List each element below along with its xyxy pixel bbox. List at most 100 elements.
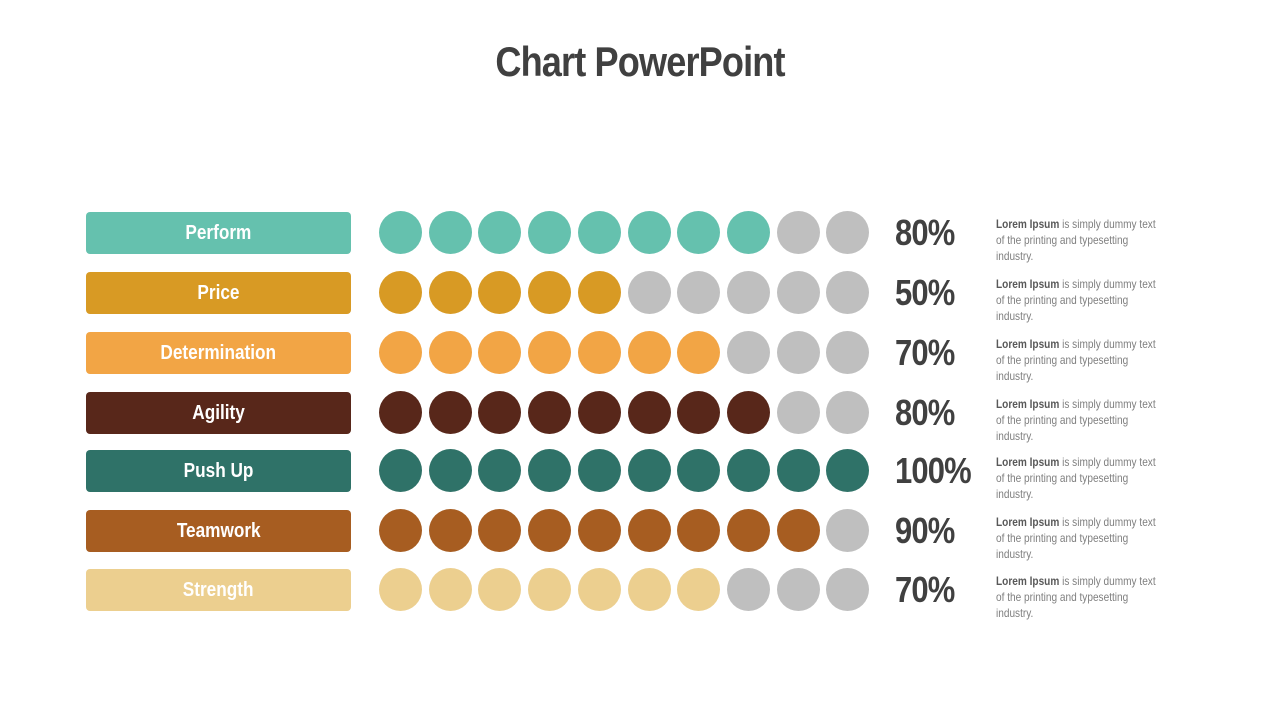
filled-dot bbox=[478, 211, 521, 254]
filled-dot bbox=[578, 449, 621, 492]
chart-row: Push Up 100% Lorem Ipsum is simply dummy t… bbox=[0, 449, 1280, 501]
category-label: Teamwork bbox=[86, 510, 351, 552]
filled-dot bbox=[628, 331, 671, 374]
filled-dot bbox=[727, 509, 770, 552]
description-bold: Lorem Ipsum bbox=[996, 217, 1060, 231]
filled-dot bbox=[528, 509, 571, 552]
category-label-text: Determination bbox=[160, 341, 277, 364]
row-description: Lorem Ipsum is simply dummy text of the … bbox=[996, 336, 1164, 384]
filled-dot bbox=[727, 391, 770, 434]
filled-dot bbox=[578, 331, 621, 374]
filled-dot bbox=[429, 211, 472, 254]
filled-dot bbox=[429, 271, 472, 314]
chart-row: Strength 70% Lorem Ipsum is simply dummy t… bbox=[0, 568, 1280, 620]
description-bold: Lorem Ipsum bbox=[996, 455, 1060, 469]
filled-dot bbox=[677, 449, 720, 492]
category-label: Strength bbox=[86, 569, 351, 611]
dot-group bbox=[379, 449, 871, 493]
description-text: is simply dummy text of the printing and… bbox=[996, 515, 1156, 561]
description-bold: Lorem Ipsum bbox=[996, 574, 1060, 588]
chart-row: Perform 80% Lorem Ipsum is simply dummy te… bbox=[0, 211, 1280, 263]
filled-dot bbox=[379, 568, 422, 611]
empty-dot bbox=[826, 391, 869, 434]
row-description: Lorem Ipsum is simply dummy text of the … bbox=[996, 276, 1164, 324]
filled-dot bbox=[628, 509, 671, 552]
empty-dot bbox=[727, 568, 770, 611]
filled-dot bbox=[528, 331, 571, 374]
category-label-text: Push Up bbox=[183, 459, 254, 482]
dot-group bbox=[379, 271, 871, 315]
description-text: is simply dummy text of the printing and… bbox=[996, 397, 1156, 443]
category-label: Push Up bbox=[86, 450, 351, 492]
filled-dot bbox=[429, 391, 472, 434]
filled-dot bbox=[628, 568, 671, 611]
row-description: Lorem Ipsum is simply dummy text of the … bbox=[996, 216, 1164, 264]
filled-dot bbox=[578, 391, 621, 434]
row-description: Lorem Ipsum is simply dummy text of the … bbox=[996, 454, 1164, 502]
description-bold: Lorem Ipsum bbox=[996, 277, 1060, 291]
percent-value: 80% bbox=[895, 392, 955, 433]
category-label: Price bbox=[86, 272, 351, 314]
percent-value: 90% bbox=[895, 510, 955, 551]
dot-group bbox=[379, 331, 871, 375]
percent-value: 70% bbox=[895, 569, 955, 610]
filled-dot bbox=[578, 568, 621, 611]
empty-dot bbox=[826, 509, 869, 552]
filled-dot bbox=[628, 391, 671, 434]
category-label-text: Price bbox=[197, 281, 240, 304]
filled-dot bbox=[478, 391, 521, 434]
filled-dot bbox=[429, 509, 472, 552]
filled-dot bbox=[429, 331, 472, 374]
filled-dot bbox=[478, 331, 521, 374]
filled-dot bbox=[429, 568, 472, 611]
filled-dot bbox=[429, 449, 472, 492]
empty-dot bbox=[826, 211, 869, 254]
description-text: is simply dummy text of the printing and… bbox=[996, 455, 1156, 501]
empty-dot bbox=[777, 331, 820, 374]
category-label-text: Strength bbox=[183, 578, 254, 601]
row-description: Lorem Ipsum is simply dummy text of the … bbox=[996, 514, 1164, 562]
filled-dot bbox=[727, 449, 770, 492]
empty-dot bbox=[677, 271, 720, 314]
filled-dot bbox=[677, 391, 720, 434]
filled-dot bbox=[578, 509, 621, 552]
description-text: is simply dummy text of the printing and… bbox=[996, 217, 1156, 263]
filled-dot bbox=[578, 211, 621, 254]
filled-dot bbox=[777, 509, 820, 552]
row-description: Lorem Ipsum is simply dummy text of the … bbox=[996, 573, 1164, 621]
description-bold: Lorem Ipsum bbox=[996, 397, 1060, 411]
chart-row: Price 50% Lorem Ipsum is simply dummy text… bbox=[0, 271, 1280, 323]
category-label: Determination bbox=[86, 332, 351, 374]
filled-dot bbox=[528, 568, 571, 611]
filled-dot bbox=[677, 211, 720, 254]
filled-dot bbox=[777, 449, 820, 492]
chart-row: Teamwork 90% Lorem Ipsum is simply dummy t… bbox=[0, 509, 1280, 561]
empty-dot bbox=[777, 568, 820, 611]
filled-dot bbox=[379, 331, 422, 374]
filled-dot bbox=[379, 449, 422, 492]
empty-dot bbox=[777, 391, 820, 434]
filled-dot bbox=[379, 391, 422, 434]
filled-dot bbox=[379, 211, 422, 254]
description-text: is simply dummy text of the printing and… bbox=[996, 337, 1156, 383]
filled-dot bbox=[478, 568, 521, 611]
description-text: is simply dummy text of the printing and… bbox=[996, 574, 1156, 620]
filled-dot bbox=[478, 449, 521, 492]
dot-group bbox=[379, 391, 871, 435]
category-label: Agility bbox=[86, 392, 351, 434]
description-text: is simply dummy text of the printing and… bbox=[996, 277, 1156, 323]
empty-dot bbox=[777, 271, 820, 314]
filled-dot bbox=[727, 211, 770, 254]
filled-dot bbox=[478, 509, 521, 552]
dot-group bbox=[379, 568, 871, 612]
empty-dot bbox=[628, 271, 671, 314]
category-label-text: Teamwork bbox=[176, 519, 261, 542]
filled-dot bbox=[677, 568, 720, 611]
filled-dot bbox=[478, 271, 521, 314]
filled-dot bbox=[628, 211, 671, 254]
chart-row: Agility 80% Lorem Ipsum is simply dummy te… bbox=[0, 391, 1280, 443]
filled-dot bbox=[677, 509, 720, 552]
description-bold: Lorem Ipsum bbox=[996, 337, 1060, 351]
filled-dot bbox=[628, 449, 671, 492]
